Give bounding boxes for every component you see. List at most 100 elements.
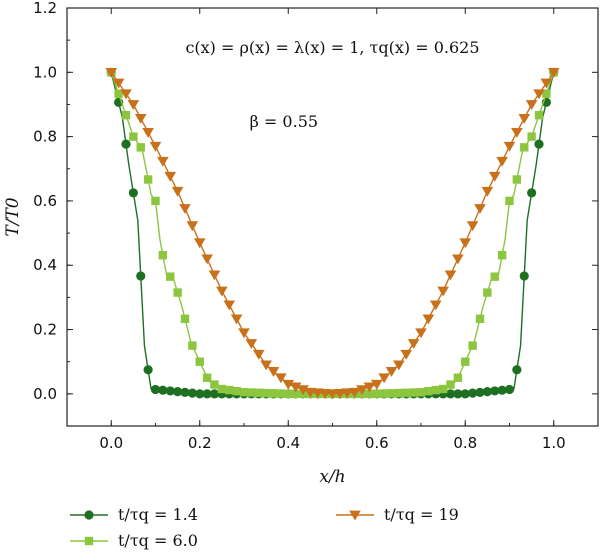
- data-point: [142, 127, 154, 138]
- data-point: [158, 385, 168, 395]
- data-point: [193, 238, 206, 249]
- data-point: [512, 365, 522, 375]
- data-point: [519, 271, 529, 281]
- data-point: [452, 254, 464, 265]
- data-point: [186, 221, 199, 232]
- data-point: [128, 188, 138, 198]
- data-point: [460, 389, 470, 399]
- data-point: [453, 389, 463, 399]
- legend-item-2: t/τq = 6.0: [70, 531, 198, 550]
- data-point: [503, 141, 516, 152]
- data-point: [134, 114, 147, 124]
- series-line: [110, 72, 555, 395]
- data-point: [378, 373, 390, 384]
- data-point: [129, 132, 138, 141]
- data-point: [490, 386, 500, 396]
- legend-item-3: t/τq = 19: [336, 505, 459, 524]
- data-point: [511, 127, 523, 138]
- legend: t/τq = 1.4 t/τq = 6.0 t/τq = 19: [70, 505, 459, 550]
- data-point: [512, 175, 522, 184]
- data-point: [518, 114, 531, 124]
- data-point: [238, 328, 250, 339]
- legend-label: t/τq = 19: [384, 505, 459, 524]
- data-point: [446, 380, 455, 389]
- data-point: [209, 389, 220, 399]
- data-point: [136, 143, 145, 152]
- data-point: [232, 386, 241, 396]
- data-point: [415, 328, 427, 339]
- data-point: [370, 379, 383, 390]
- data-point: [444, 270, 457, 281]
- y-tick-label: 0.0: [33, 385, 57, 403]
- axis-ticks: 0.0 0.2 0.4 0.6 0.8 1.0 0.0 0.2 0.4 0.6 0.8 1.0 1.2: [33, 0, 599, 452]
- data-point: [424, 386, 433, 396]
- data-point: [195, 357, 204, 366]
- legend-label: t/τq = 1.4: [118, 505, 198, 524]
- data-point: [121, 110, 131, 120]
- data-point: [210, 380, 219, 389]
- data-point: [157, 156, 169, 167]
- y-tick-label: 0.6: [33, 192, 57, 210]
- data-point: [261, 388, 271, 398]
- x-tick-label: 0.8: [453, 434, 477, 452]
- data-point: [422, 314, 435, 325]
- data-point: [394, 388, 404, 398]
- data-point: [223, 300, 236, 311]
- data-point: [525, 100, 538, 110]
- data-point: [105, 67, 118, 78]
- data-point: [488, 171, 501, 182]
- annotation-params: c(x) = ρ(x) = λ(x) = 1, τq(x) = 0.625: [185, 38, 479, 57]
- data-point: [504, 384, 515, 395]
- data-point: [208, 270, 221, 281]
- data-point: [173, 288, 182, 297]
- data-point: [474, 204, 486, 214]
- data-point: [497, 385, 507, 395]
- data-point: [393, 360, 405, 371]
- data-point: [356, 385, 368, 396]
- data-point: [216, 286, 228, 297]
- data-point: [260, 360, 272, 371]
- series-line: [110, 71, 555, 395]
- data-point: [445, 389, 456, 399]
- data-point: [247, 388, 256, 397]
- data-point: [496, 156, 508, 167]
- data-point: [180, 387, 190, 397]
- data-point: [136, 271, 146, 281]
- data-point: [527, 188, 537, 198]
- data-point: [453, 373, 463, 382]
- data-point: [150, 384, 161, 395]
- data-point: [461, 357, 470, 366]
- data-point: [254, 388, 263, 397]
- data-point: [431, 385, 440, 395]
- data-point: [180, 314, 190, 324]
- y-tick-label: 1.0: [33, 63, 57, 81]
- data-point: [534, 139, 544, 149]
- series-2: [107, 68, 558, 399]
- data-point: [533, 89, 545, 100]
- data-point: [520, 143, 529, 152]
- data-point: [400, 349, 413, 360]
- data-point: [245, 339, 258, 349]
- data-point: [252, 349, 265, 360]
- data-point: [171, 186, 184, 197]
- data-point: [468, 388, 478, 398]
- data-point: [326, 389, 339, 400]
- data-point: [187, 388, 197, 398]
- data-point: [409, 388, 418, 397]
- data-point: [490, 272, 499, 281]
- data-point: [225, 385, 234, 395]
- data-point: [165, 386, 175, 396]
- data-point: [202, 389, 212, 399]
- data-point: [284, 389, 293, 399]
- data-point: [127, 100, 140, 110]
- data-point: [475, 387, 485, 397]
- data-point: [195, 389, 205, 399]
- series-group: [105, 67, 560, 400]
- data-point: [540, 78, 553, 89]
- y-tick-label: 0.4: [33, 256, 57, 274]
- data-point: [416, 388, 426, 397]
- y-tick-label: 0.8: [33, 128, 57, 146]
- data-point: [217, 384, 227, 394]
- y-tick-label: 1.2: [33, 0, 57, 17]
